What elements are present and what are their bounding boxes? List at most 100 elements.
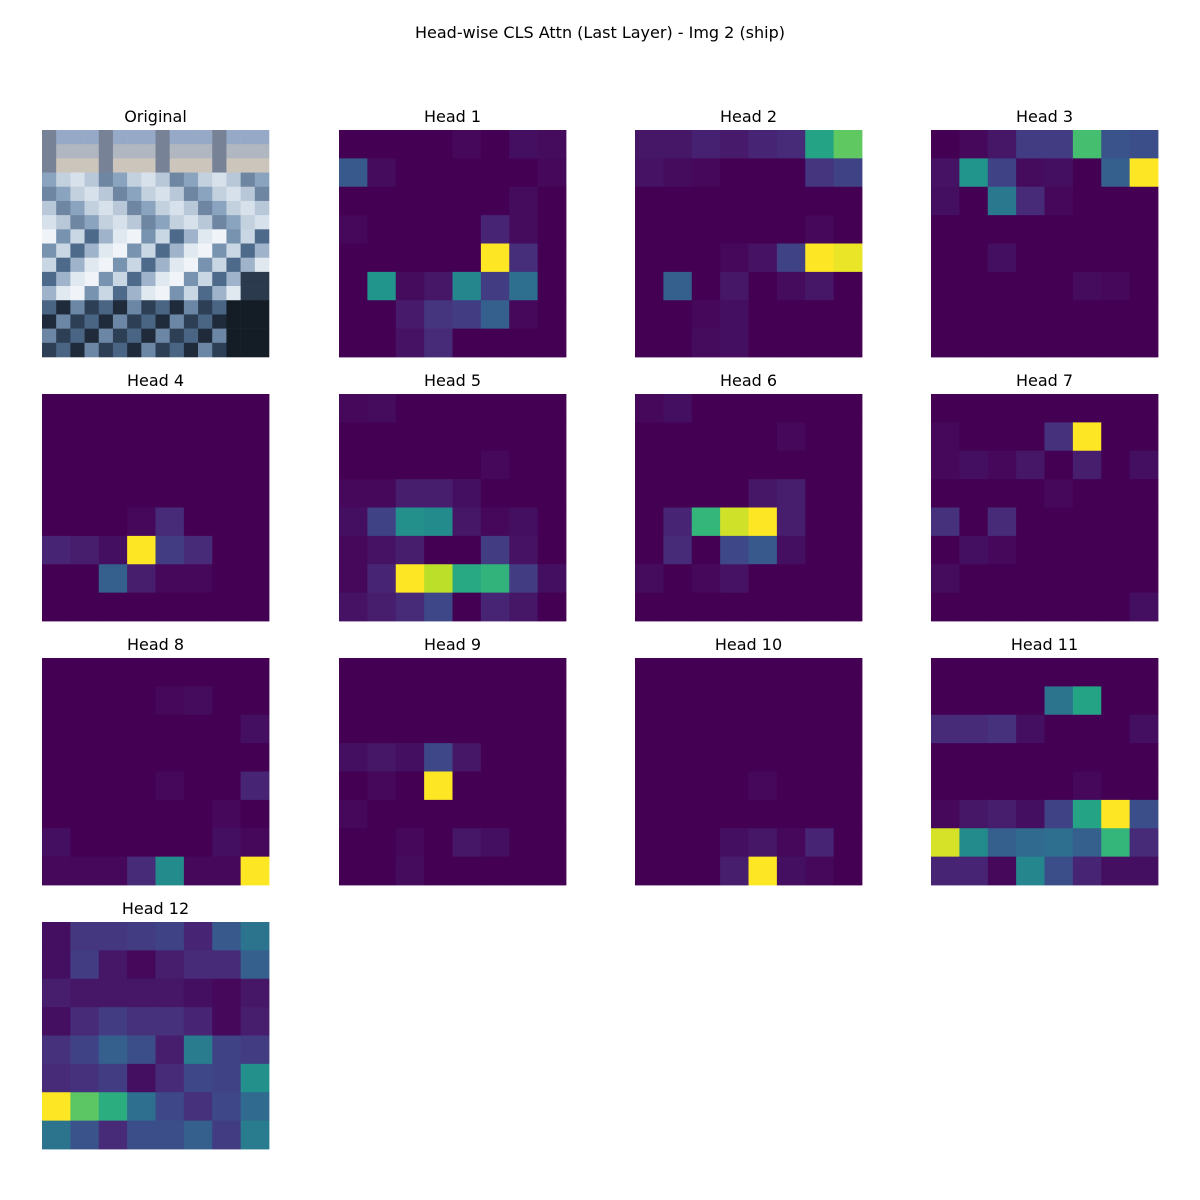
heatmap-cell (509, 507, 539, 537)
heatmap-cell (339, 799, 368, 829)
heatmap-cell (931, 658, 960, 687)
original-pixel (240, 342, 256, 358)
heatmap-cell (1072, 158, 1102, 188)
heatmap-cell (537, 158, 567, 188)
heatmap-cell (1129, 450, 1159, 480)
original-pixel (56, 130, 71, 145)
original-pixel (254, 186, 270, 202)
original-pixel (70, 172, 85, 188)
heatmap-cell (537, 856, 567, 886)
heatmap-cell (212, 978, 242, 1008)
heatmap-cell (537, 186, 567, 216)
original-pixel (155, 314, 170, 329)
heatmap-cell (424, 507, 453, 537)
heatmap-cell (987, 828, 1017, 858)
heatmap-cell (663, 507, 693, 537)
original-pixel (70, 342, 85, 358)
heatmap-cell (1129, 658, 1159, 687)
heatmap-cell (183, 686, 213, 716)
heatmap-cell (1016, 592, 1045, 622)
heatmap-cell (1016, 130, 1045, 159)
heatmap-head-9 (339, 658, 567, 886)
original-pixel (98, 271, 114, 287)
heatmap-cell (367, 158, 397, 188)
heatmap-cell (959, 856, 989, 886)
heatmap-cell (663, 450, 693, 480)
original-pixel (56, 314, 71, 329)
panel-title-head-5: Head 5 (424, 371, 481, 390)
heatmap-cell (183, 479, 213, 508)
original-pixel (42, 271, 57, 287)
heatmap-cell (931, 271, 960, 301)
heatmap-cell (833, 271, 863, 301)
heatmap-cell (663, 328, 693, 358)
original-pixel (254, 271, 270, 287)
original-pixel (240, 271, 256, 287)
heatmap-cell (70, 828, 100, 858)
heatmap-cell (748, 130, 778, 159)
heatmap-cell (691, 300, 721, 330)
heatmap-cell (240, 507, 270, 537)
heatmap-cell (339, 564, 368, 594)
heatmap-cell (452, 771, 482, 801)
heatmap-cell (748, 328, 778, 358)
heatmap-cell (183, 856, 213, 886)
heatmap-cell (833, 592, 863, 622)
original-pixel (42, 243, 57, 258)
heatmap-cell (833, 158, 863, 188)
heatmap-cell (1072, 243, 1102, 273)
heatmap-cell (395, 271, 425, 301)
panel-title-head-9: Head 9 (424, 635, 481, 654)
heatmap-cell (987, 243, 1017, 273)
original-pixel (112, 342, 128, 358)
original-pixel (56, 328, 71, 344)
heatmap-cell (452, 215, 482, 244)
original-pixel (141, 328, 156, 344)
heatmap-cell (931, 479, 960, 508)
heatmap-cell (691, 686, 721, 716)
heatmap-cell (155, 1035, 185, 1065)
heatmap-cell (339, 300, 368, 330)
original-pixel (212, 172, 227, 188)
heatmap-cell (1016, 771, 1045, 801)
heatmap-cell (959, 300, 989, 330)
heatmap-cell (70, 1035, 100, 1065)
heatmap-cell (1044, 771, 1074, 801)
original-pixel (56, 186, 71, 202)
heatmap-cell (776, 328, 806, 358)
original-pixel (169, 200, 185, 216)
original-pixel (112, 314, 128, 329)
heatmap-cell (395, 394, 425, 423)
heatmap-cell (395, 828, 425, 858)
heatmap-cell (537, 771, 567, 801)
original-pixel (169, 229, 185, 244)
heatmap-head-8 (42, 658, 270, 886)
heatmap-cell (1129, 714, 1159, 744)
heatmap-cell (339, 856, 368, 886)
heatmap-cell (959, 328, 989, 358)
heatmap-cell (1072, 658, 1102, 687)
panel-title-head-1: Head 1 (424, 107, 481, 126)
heatmap-cell (98, 592, 128, 622)
heatmap-cell (155, 535, 185, 565)
heatmap-cell (1129, 799, 1159, 829)
heatmap-cell (748, 215, 778, 244)
heatmap-cell (1072, 743, 1102, 772)
panel-title-head-3: Head 3 (1016, 107, 1073, 126)
heatmap-cell (691, 422, 721, 452)
heatmap-cell (367, 856, 397, 886)
heatmap-cell (480, 535, 510, 565)
heatmap-cell (367, 535, 397, 565)
heatmap-cell (720, 186, 749, 216)
heatmap-cell (720, 743, 749, 772)
heatmap-cell (42, 479, 71, 508)
heatmap-cell (1044, 743, 1074, 772)
heatmap-cell (833, 686, 863, 716)
heatmap-cell (805, 422, 835, 452)
heatmap-cell (240, 564, 270, 594)
heatmap-cell (537, 564, 567, 594)
heatmap-cell (635, 714, 664, 744)
original-pixel (198, 144, 213, 159)
heatmap-cell (776, 828, 806, 858)
heatmap-cell (805, 828, 835, 858)
